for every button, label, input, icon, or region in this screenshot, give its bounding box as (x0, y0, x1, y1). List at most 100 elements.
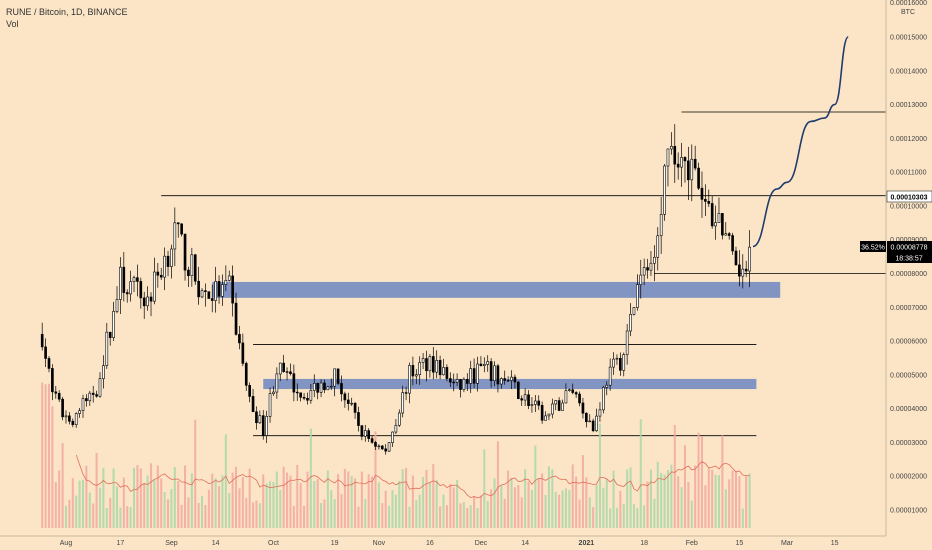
time-tick-label: Sep (165, 540, 178, 547)
candle-body (333, 368, 336, 387)
candle-body (51, 368, 54, 393)
volume-bar (337, 474, 340, 528)
candle-body (476, 363, 479, 384)
volume-bar (364, 499, 367, 528)
volume-bar (459, 503, 462, 528)
candle-body (261, 415, 265, 436)
volume-layer (41, 382, 751, 528)
volume-bar (439, 506, 442, 528)
price-tick-label: 0.00014000 (890, 68, 927, 75)
volume-bar (547, 466, 550, 528)
candle-body (561, 402, 564, 411)
candle-body (500, 378, 503, 385)
candle-body (54, 391, 58, 394)
candle-body (136, 277, 139, 282)
price-tick-label: 0.00009000 (890, 237, 927, 244)
candle-body (285, 371, 289, 373)
candle-body (214, 281, 217, 301)
candle-body (465, 379, 469, 384)
candle-body (357, 412, 360, 426)
volume-bar (598, 423, 601, 528)
volume-bar (581, 455, 584, 528)
volume-bar (479, 495, 482, 528)
candle-body (102, 365, 105, 379)
volume-bar (700, 436, 703, 528)
volume-bar (238, 488, 241, 528)
candle-body (704, 199, 707, 202)
volume-bar (51, 406, 54, 528)
volume-bar (326, 470, 329, 528)
price-axis[interactable]: BTC 0.00016000 0.00015000 0.00014000 0.000… (890, 0, 927, 515)
volume-bar (530, 489, 533, 528)
candle-body (292, 373, 296, 393)
volume-bar (493, 478, 496, 528)
time-axis[interactable]: Aug 17 Sep 14 Oct 19 Nov 16 Dec 14 2021 18 Feb 15 Mar 1… (60, 540, 839, 547)
volume-bar (503, 498, 506, 528)
candle-body (707, 201, 711, 204)
candle-body (190, 254, 194, 276)
volume-bar (156, 465, 159, 528)
candle-body (639, 274, 643, 285)
support-zones-layer (212, 281, 781, 390)
candle-body (425, 358, 428, 372)
candle-body (149, 296, 153, 302)
candle-body (153, 271, 156, 302)
candle-body (387, 442, 391, 452)
projected-price-path (752, 36, 849, 248)
volume-bar (483, 449, 486, 528)
volume-bar (687, 481, 690, 528)
price-tick-label: 0.00004000 (890, 406, 927, 413)
candle-body (173, 222, 177, 250)
candle-body (61, 398, 64, 418)
candle-body (306, 397, 309, 401)
candle-body (724, 233, 728, 236)
volume-bar (102, 467, 105, 528)
candle-body (748, 246, 751, 272)
price-tick-label: 0.00015000 (890, 35, 927, 42)
volume-bar (422, 477, 425, 528)
candle-body (503, 378, 507, 381)
volume-bar (255, 500, 258, 528)
volume-bar (272, 482, 275, 528)
candle-body (316, 383, 319, 393)
candle-body (690, 158, 694, 181)
volume-bar (745, 475, 748, 528)
volume-bar (197, 502, 200, 528)
candle-body (455, 379, 459, 383)
volume-bar (704, 485, 707, 528)
candle-body (78, 410, 81, 414)
volume-bar (561, 490, 564, 528)
candle-body (132, 277, 136, 282)
volume-bar (462, 502, 465, 528)
candle-body (452, 381, 456, 384)
volume-bar (146, 475, 149, 528)
candle-body (251, 396, 255, 413)
candle-body (486, 361, 490, 365)
volume-bar (435, 480, 438, 528)
candle-body (40, 334, 44, 348)
price-tick-label: 0.00011000 (890, 170, 927, 177)
volume-bar (170, 488, 173, 528)
volume-bar (252, 502, 255, 528)
volume-bar (401, 469, 404, 528)
candle-body (656, 235, 660, 258)
volume-label: Vol (6, 19, 19, 29)
candle-body (234, 302, 238, 335)
volume-bar (136, 465, 139, 528)
candle-body (629, 314, 632, 332)
candle-body (527, 394, 530, 406)
candle-body (632, 307, 636, 315)
candle-body (697, 167, 700, 189)
volume-bar (666, 469, 669, 528)
volume-bar (602, 488, 605, 528)
candle-body (241, 342, 245, 364)
candle-body (176, 222, 180, 225)
volume-bar (683, 445, 686, 528)
candle-body (636, 284, 639, 308)
volume-bar (595, 485, 598, 528)
candle-body (578, 393, 581, 404)
price-tick-label: 0.00012000 (890, 136, 927, 143)
candle-body (462, 379, 466, 390)
volume-bar (507, 470, 510, 528)
